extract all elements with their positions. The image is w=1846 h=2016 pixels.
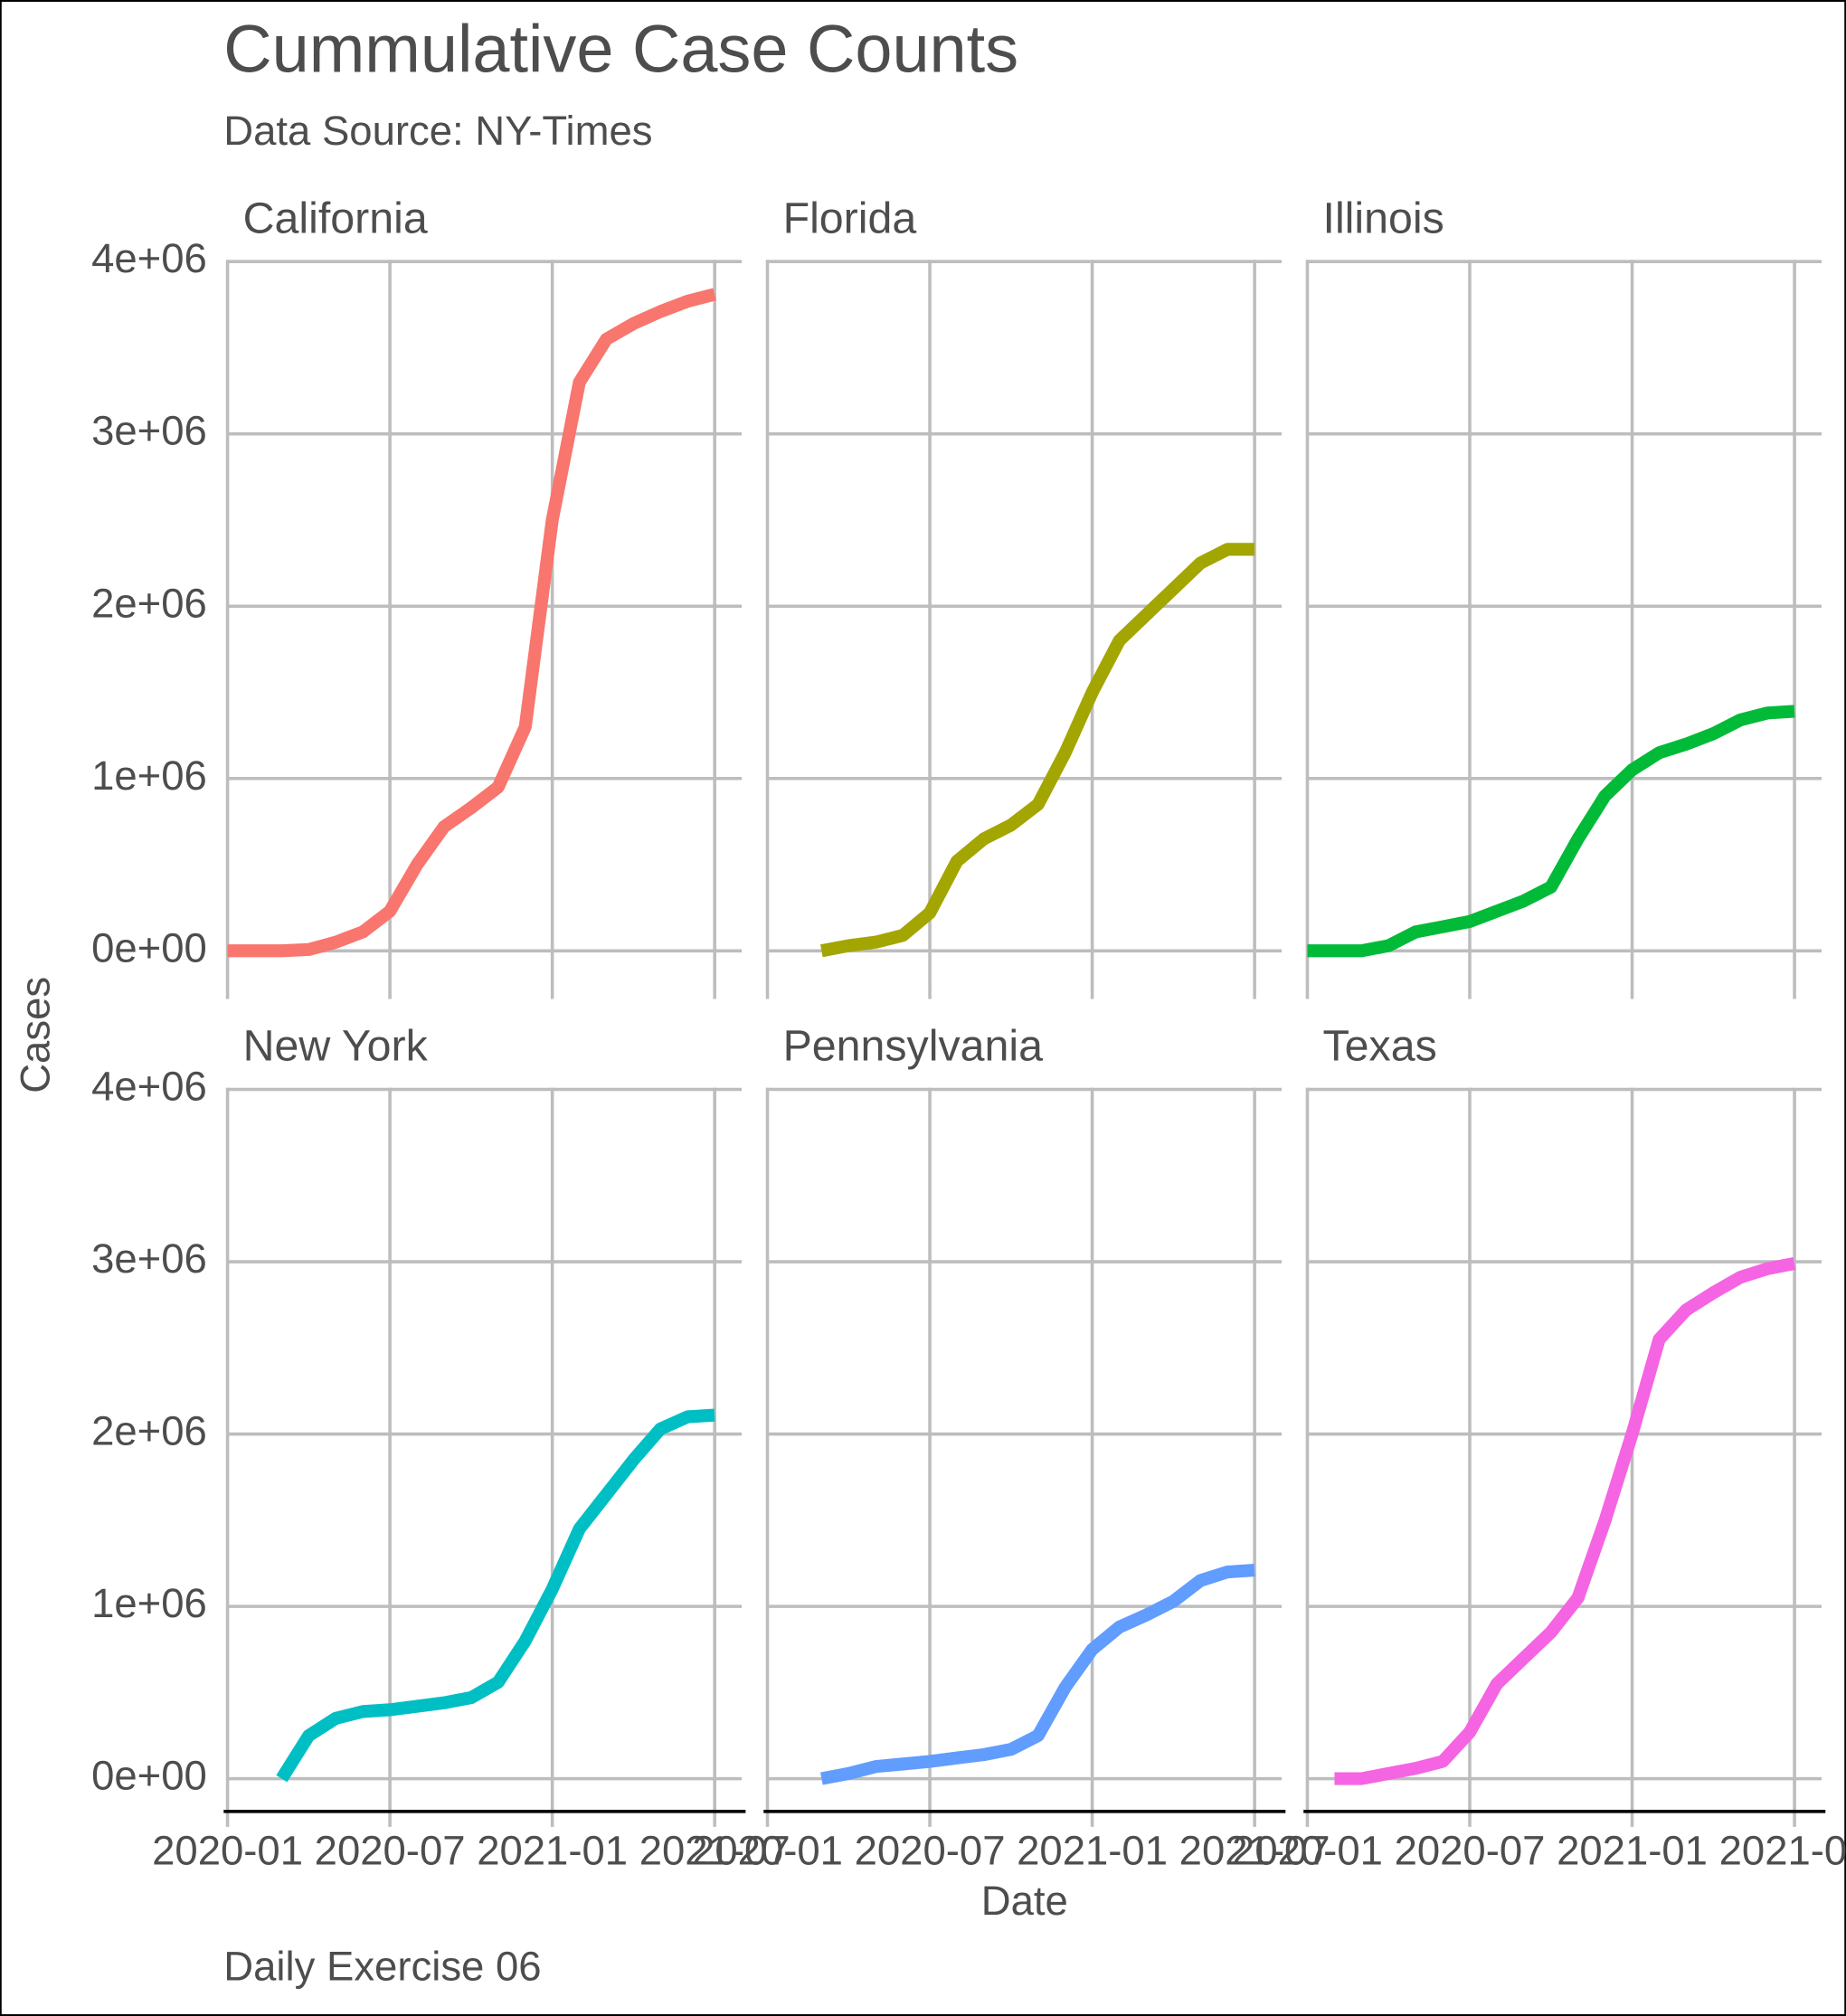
x-tick-label: 2020-07 (315, 1828, 466, 1874)
y-tick-label: 0e+00 (91, 924, 207, 970)
y-tick-label: 2e+06 (91, 580, 207, 626)
y-tick-label: 1e+06 (91, 752, 207, 799)
x-axis-title: Date (981, 1878, 1068, 1924)
series-line (276, 1408, 715, 1783)
x-tick-label: 2021-07 (1179, 1828, 1330, 1874)
series-line (820, 1563, 1255, 1785)
x-tick-label: 2020-01 (152, 1828, 303, 1874)
x-tick-label: 2020-07 (1395, 1828, 1546, 1874)
facet-label: Pennsylvania (783, 1022, 1044, 1071)
y-tick-label: 2e+06 (91, 1408, 207, 1454)
facet-label: New York (243, 1022, 429, 1071)
y-tick-label: 1e+06 (91, 1580, 207, 1626)
x-tick-label: 2020-01 (692, 1828, 843, 1874)
series-line (1307, 705, 1795, 958)
x-tick-label: 2020-07 (855, 1828, 1006, 1874)
facet-label: California (243, 194, 428, 242)
facet-label: Texas (1323, 1022, 1437, 1071)
y-tick-label: 4e+06 (91, 1064, 207, 1110)
chart-title: Cummulative Case Counts (223, 11, 1018, 86)
series-line (820, 543, 1255, 958)
facet-label: Illinois (1323, 194, 1444, 242)
x-tick-label: 2021-07 (1719, 1828, 1846, 1874)
x-tick-label: 2021-01 (477, 1828, 628, 1874)
x-tick-label: 2021-01 (1557, 1828, 1708, 1874)
x-tick-label: 2021-07 (639, 1828, 790, 1874)
chart-subtitle: Data Source: NY-Times (223, 108, 652, 154)
series-line (1334, 1256, 1796, 1785)
series-line (227, 288, 716, 958)
x-tick-label: 2020-01 (1232, 1828, 1383, 1874)
y-tick-label: 0e+00 (91, 1753, 207, 1799)
y-tick-label: 3e+06 (91, 408, 207, 454)
y-tick-label: 4e+06 (91, 235, 207, 281)
caption: Daily Exercise 06 (223, 1944, 541, 1990)
y-axis-title: Cases (13, 977, 59, 1093)
facet-label: Florida (783, 194, 917, 242)
y-tick-label: 3e+06 (91, 1235, 207, 1282)
x-tick-label: 2021-01 (1017, 1828, 1168, 1874)
